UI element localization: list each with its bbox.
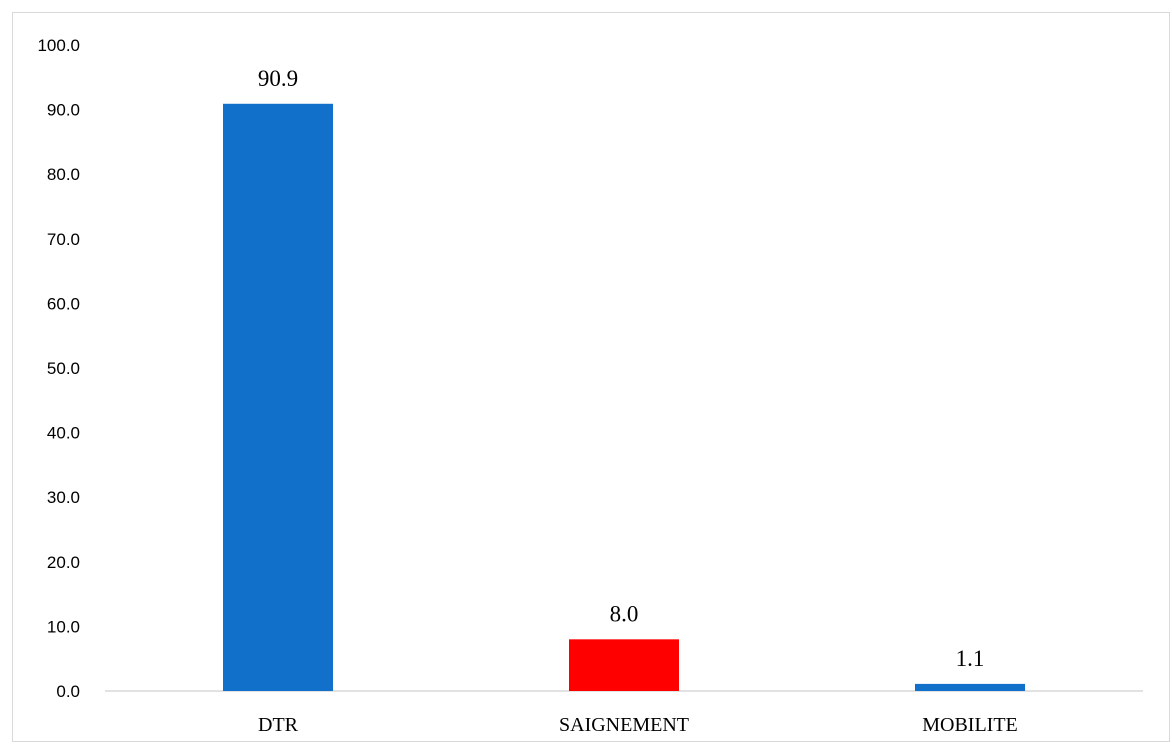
bar-group <box>223 103 1025 691</box>
y-tick-label: 20.0 <box>47 553 80 572</box>
y-tick-label: 80.0 <box>47 165 80 184</box>
y-tick-label: 100.0 <box>37 36 80 55</box>
chart-area <box>12 12 1170 742</box>
x-tick-label: DTR <box>258 714 299 736</box>
y-tick-label: 40.0 <box>47 424 80 443</box>
data-labels: 90.9 8.0 1.1 <box>258 66 985 671</box>
data-label-mobilite: 1.1 <box>956 646 985 671</box>
y-tick-label: 90.0 <box>47 101 80 120</box>
y-tick-label: 30.0 <box>47 488 80 507</box>
x-tick-label: SAIGNEMENT <box>559 714 689 736</box>
bar-dtr <box>223 103 333 691</box>
y-tick-label: 60.0 <box>47 294 80 313</box>
x-tick-label: MOBILITE <box>922 714 1018 736</box>
y-tick-label: 70.0 <box>47 230 80 249</box>
y-tick-label: 0.0 <box>56 682 80 701</box>
data-label-dtr: 90.9 <box>258 66 298 91</box>
y-tick-label: 50.0 <box>47 359 80 378</box>
bar-saignement <box>569 639 679 691</box>
bar-mobilite <box>915 683 1025 691</box>
y-axis: 0.0 10.0 20.0 30.0 40.0 50.0 60.0 70.0 80.0 90.0 1… <box>37 36 80 701</box>
y-tick-label: 10.0 <box>47 617 80 636</box>
data-label-saignement: 8.0 <box>610 601 639 626</box>
x-axis: DTR SAIGNEMENT MOBILITE <box>258 714 1018 736</box>
